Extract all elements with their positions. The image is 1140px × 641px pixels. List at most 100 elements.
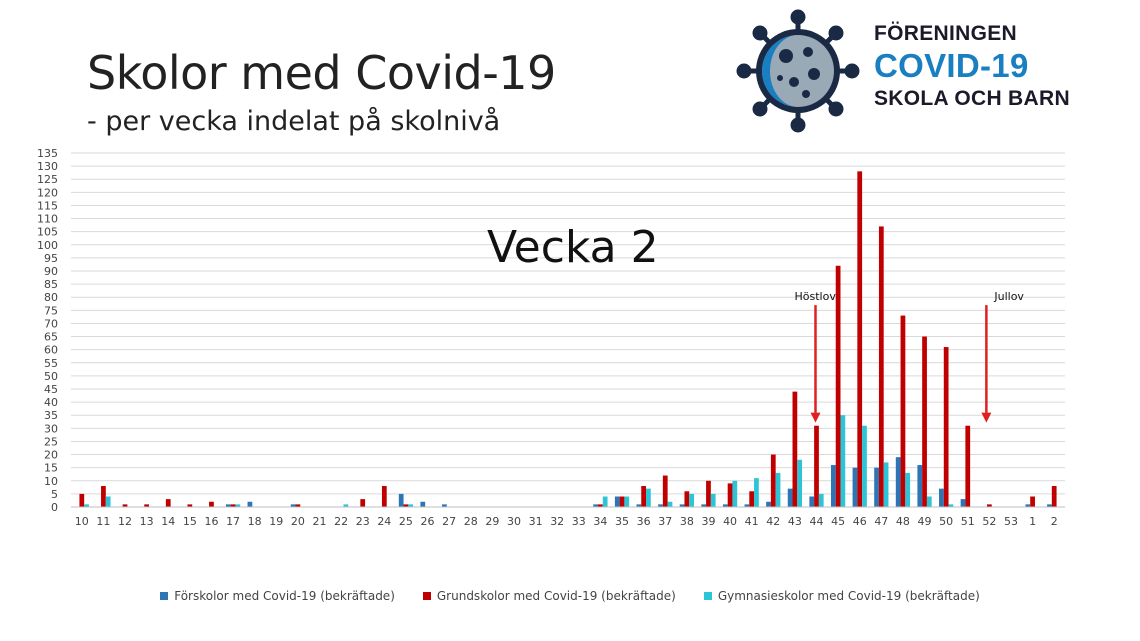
y-tick-label: 120 [37, 186, 58, 199]
bar-grundskolor [965, 425, 971, 507]
bar-grundskolor [381, 486, 387, 507]
x-tick-label: 31 [529, 515, 543, 528]
y-tick-label: 110 [37, 213, 58, 226]
x-tick-label: 24 [377, 515, 391, 528]
x-tick-label: 22 [334, 515, 348, 528]
bar-gymnasieskolor [754, 478, 759, 507]
y-tick-label: 30 [44, 422, 58, 435]
bar-forskolor [398, 493, 404, 507]
bar-grundskolor [922, 336, 927, 507]
legend-swatch [422, 592, 431, 600]
chart-legend: Förskolor med Covid-19 (bekräftade) Grund… [0, 589, 1140, 603]
logo-line-1: FÖRENINGEN [874, 22, 1018, 45]
x-tick-label: 28 [464, 515, 478, 528]
bar-forskolor [722, 504, 728, 507]
bar-grundskolor [792, 391, 798, 507]
y-tick-label: 90 [44, 265, 58, 278]
bar-gymnasieskolor [775, 472, 781, 507]
bar-forskolor [658, 504, 663, 507]
bar-forskolor [939, 488, 944, 507]
y-tick-label: 130 [37, 160, 58, 173]
bar-grundskolor [857, 171, 863, 507]
logo-line-2: COVID-19 [874, 47, 1029, 84]
bar-gymnasieskolor [948, 504, 954, 507]
x-tick-label: 42 [766, 515, 780, 528]
bar-gymnasieskolor [883, 462, 889, 507]
bar-forskolor [420, 501, 426, 507]
bar-grundskolor [943, 347, 949, 507]
bar-forskolor [614, 496, 620, 507]
page-subtitle: - per vecka indelat på skolnivå [87, 106, 501, 137]
x-tick-label: 13 [140, 515, 154, 528]
x-tick-label: 41 [745, 515, 759, 528]
bar-gymnasieskolor [818, 493, 824, 507]
x-tick-label: 27 [442, 515, 456, 528]
y-tick-label: 10 [44, 475, 58, 488]
x-tick-label: 23 [356, 515, 370, 528]
legend-swatch [160, 592, 169, 600]
bar-grundskolor [986, 504, 992, 507]
y-tick-label: 0 [51, 501, 58, 514]
bar-grundskolor [878, 226, 884, 507]
annotation-arrowhead [981, 412, 992, 423]
bar-forskolor [744, 504, 750, 507]
bar-grundskolor [662, 475, 668, 507]
bar-grundskolor [706, 480, 711, 507]
virus-icon [736, 9, 860, 133]
x-tick-label: 29 [485, 515, 499, 528]
logo-line-3: SKOLA OCH BARN [874, 87, 1070, 110]
bar-forskolor [960, 499, 966, 507]
x-tick-label: 16 [204, 515, 218, 528]
x-tick-label: 32 [550, 515, 564, 528]
bar-grundskolor [814, 425, 819, 507]
bar-gymnasieskolor [862, 425, 867, 507]
x-tick-label: 12 [118, 515, 132, 528]
y-tick-label: 15 [44, 462, 58, 475]
x-tick-label: 53 [1004, 515, 1018, 528]
bar-grundskolor [360, 499, 366, 507]
bar-gymnasieskolor [797, 459, 803, 507]
x-tick-label: 11 [96, 515, 110, 528]
bar-forskolor [679, 504, 685, 507]
bar-gymnasieskolor [646, 488, 651, 507]
x-tick-label: 34 [593, 515, 607, 528]
x-tick-label: 10 [75, 515, 89, 528]
bar-grundskolor [598, 504, 603, 507]
bar-gymnasieskolor [235, 504, 241, 507]
bar-forskolor [809, 496, 815, 507]
bar-forskolor [636, 504, 642, 507]
x-tick-label: 1 [1029, 515, 1036, 528]
x-tick-label: 17 [226, 515, 240, 528]
bar-grundskolor [230, 504, 236, 507]
x-tick-label: 15 [183, 515, 197, 528]
bar-forskolor [1047, 504, 1052, 507]
y-tick-label: 60 [44, 344, 58, 357]
y-tick-label: 100 [37, 239, 58, 252]
legend-item: Gymnasieskolor med Covid-19 (bekräftade) [703, 589, 980, 603]
bar-gymnasieskolor [602, 496, 608, 507]
bar-forskolor [830, 465, 836, 507]
y-tick-label: 50 [44, 370, 58, 383]
bar-grundskolor [727, 483, 733, 507]
bar-grundskolor [144, 504, 150, 507]
bar-gymnasieskolor [905, 472, 911, 507]
y-tick-label: 135 [37, 147, 58, 160]
x-tick-label: 43 [788, 515, 802, 528]
bar-grundskolor [209, 501, 214, 507]
bar-grundskolor [187, 504, 193, 507]
y-tick-label: 25 [44, 435, 58, 448]
x-tick-label: 26 [421, 515, 435, 528]
x-tick-label: 48 [896, 515, 910, 528]
logo-text: FÖRENINGEN COVID-19 SKOLA OCH BARN [874, 22, 1070, 111]
bar-gymnasieskolor [105, 496, 111, 507]
legend-label: Förskolor med Covid-19 (bekräftade) [174, 589, 395, 603]
bar-forskolor [290, 504, 296, 507]
bar-grundskolor [684, 491, 690, 507]
y-tick-label: 115 [37, 199, 58, 212]
bar-forskolor [787, 488, 793, 507]
x-tick-label: 37 [658, 515, 672, 528]
bar-forskolor [766, 501, 771, 507]
x-tick-label: 18 [248, 515, 262, 528]
y-tick-label: 105 [37, 226, 58, 239]
bar-forskolor [1025, 504, 1031, 507]
